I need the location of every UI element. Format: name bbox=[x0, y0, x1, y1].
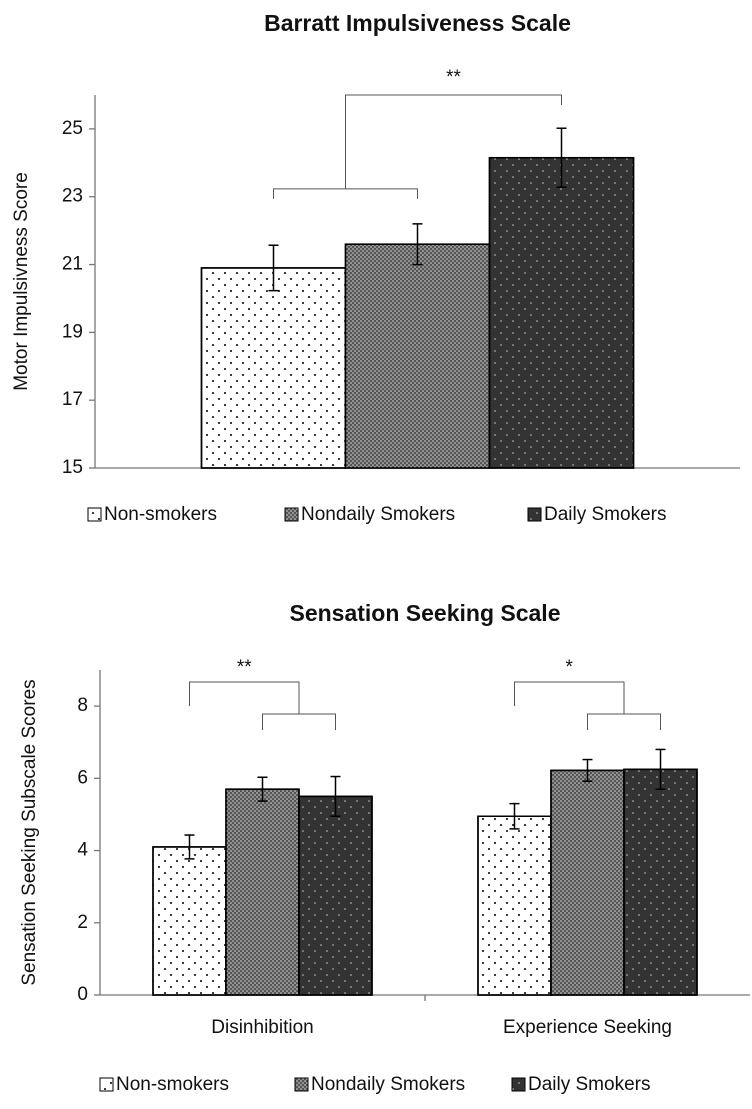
bracket bbox=[262, 713, 336, 730]
error-bar bbox=[509, 802, 520, 830]
bar-texture bbox=[623, 768, 698, 996]
error-bar bbox=[257, 776, 268, 802]
significance: ** bbox=[237, 657, 252, 678]
y-tick-label: 21 bbox=[62, 254, 83, 275]
bar-texture bbox=[344, 243, 491, 469]
x-tick-label: Experience Seeking bbox=[503, 1017, 672, 1038]
legend-swatch-texture bbox=[294, 1077, 309, 1092]
error-bar bbox=[582, 758, 593, 782]
chart-title: Sensation Seeking Scale bbox=[289, 600, 560, 626]
y-axis-label: Motor Impulsivness Score bbox=[11, 172, 32, 391]
bar-texture bbox=[550, 769, 625, 996]
legend-swatch-texture bbox=[511, 1077, 526, 1092]
y-tick-label: 15 bbox=[62, 457, 83, 478]
bar-texture bbox=[152, 846, 227, 996]
error-bar bbox=[412, 223, 423, 266]
bracket bbox=[345, 94, 562, 189]
bar-texture bbox=[200, 267, 347, 469]
legend-label: Non-smokers bbox=[116, 1074, 229, 1095]
y-tick-label: 2 bbox=[77, 912, 88, 933]
error-bar bbox=[268, 244, 279, 292]
bar-texture bbox=[225, 788, 300, 996]
y-tick-label: 6 bbox=[77, 767, 88, 788]
bracket bbox=[189, 681, 300, 714]
y-axis-label: Sensation Seeking Subscale Scores bbox=[19, 679, 40, 985]
error-bar bbox=[556, 127, 567, 188]
y-tick-label: 17 bbox=[62, 389, 83, 410]
bracket bbox=[587, 713, 661, 730]
legend-swatch-texture bbox=[87, 507, 102, 522]
bar-texture bbox=[477, 815, 552, 996]
legend-label: Nondaily Smokers bbox=[311, 1074, 465, 1095]
y-tick-label: 19 bbox=[62, 321, 83, 342]
legend-swatch-texture bbox=[284, 507, 299, 522]
significance: ** bbox=[446, 67, 461, 88]
legend-label: Daily Smokers bbox=[528, 1074, 650, 1095]
legend-label: Daily Smokers bbox=[544, 504, 666, 525]
error-bar bbox=[655, 748, 666, 790]
significance: * bbox=[566, 657, 574, 678]
chart-title: Barratt Impulsiveness Scale bbox=[264, 10, 571, 36]
bar-texture bbox=[488, 156, 635, 469]
y-tick-label: 0 bbox=[77, 984, 88, 1005]
y-tick-label: 8 bbox=[77, 695, 88, 716]
y-tick-label: 4 bbox=[77, 840, 88, 861]
bracket bbox=[514, 681, 625, 714]
legend-label: Nondaily Smokers bbox=[301, 504, 455, 525]
x-tick-label: Disinhibition bbox=[211, 1017, 313, 1038]
error-bar bbox=[184, 834, 195, 860]
y-tick-label: 23 bbox=[62, 186, 83, 207]
legend-label: Non-smokers bbox=[104, 504, 217, 525]
error-bar bbox=[330, 775, 341, 817]
legend-swatch-texture bbox=[99, 1077, 114, 1092]
legend-swatch-texture bbox=[527, 507, 542, 522]
y-tick-label: 25 bbox=[62, 118, 83, 139]
bar-texture bbox=[298, 795, 373, 996]
